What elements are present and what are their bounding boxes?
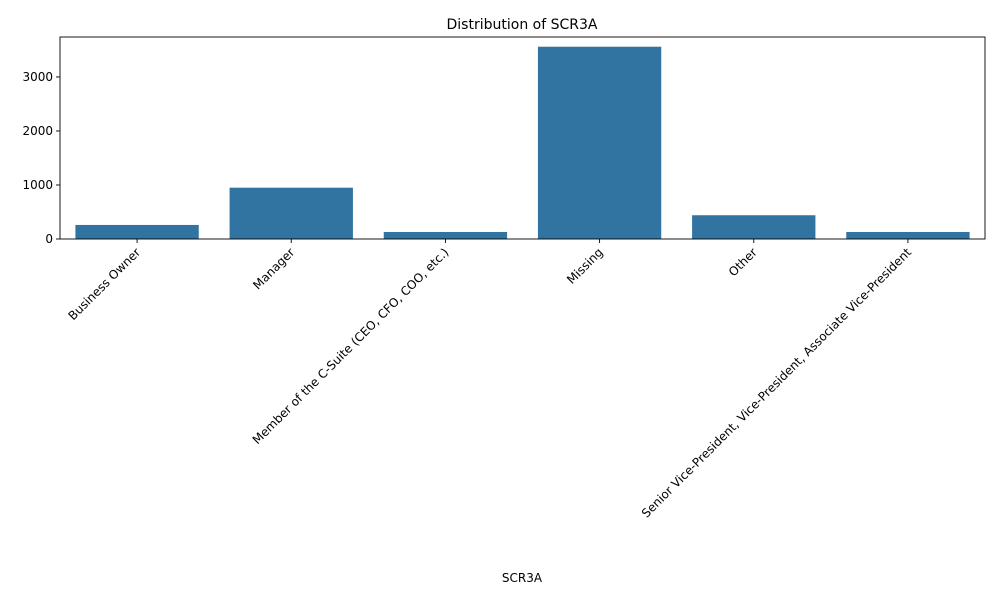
bar-1: [229, 187, 353, 239]
bars-layer: [75, 46, 970, 239]
y-tick-label-2: 2000: [22, 124, 53, 138]
ticks-layer: 0 1000 2000 3000 Business Owner ManagerMember…: [22, 70, 914, 520]
x-tick-label-4: Other: [726, 245, 760, 279]
bar-0: [75, 224, 199, 239]
x-tick-label-5: Senior Vice-President, Vice-President, A…: [639, 245, 914, 520]
plot-frame: [59, 36, 986, 240]
x-tick-label-2: Member of the C-Suite (CEO, CFO, COO, et…: [250, 245, 452, 447]
bar-4: [692, 215, 816, 239]
bar-5: [846, 231, 970, 239]
bar-3: [537, 46, 662, 239]
chart-title: Distribution of SCR3A: [447, 17, 598, 33]
y-tick-label-1: 1000: [22, 178, 53, 192]
x-axis-title: SCR3A: [502, 571, 543, 585]
x-tick-label-0: Business Owner: [65, 245, 143, 323]
x-tick-label-1: Manager: [250, 245, 297, 292]
y-tick-label-3: 3000: [22, 70, 53, 84]
y-tick-label-0: 0: [45, 232, 53, 246]
bar-2: [383, 231, 508, 239]
axes-layer: [59, 36, 986, 240]
x-tick-label-3: Missing: [564, 245, 606, 287]
